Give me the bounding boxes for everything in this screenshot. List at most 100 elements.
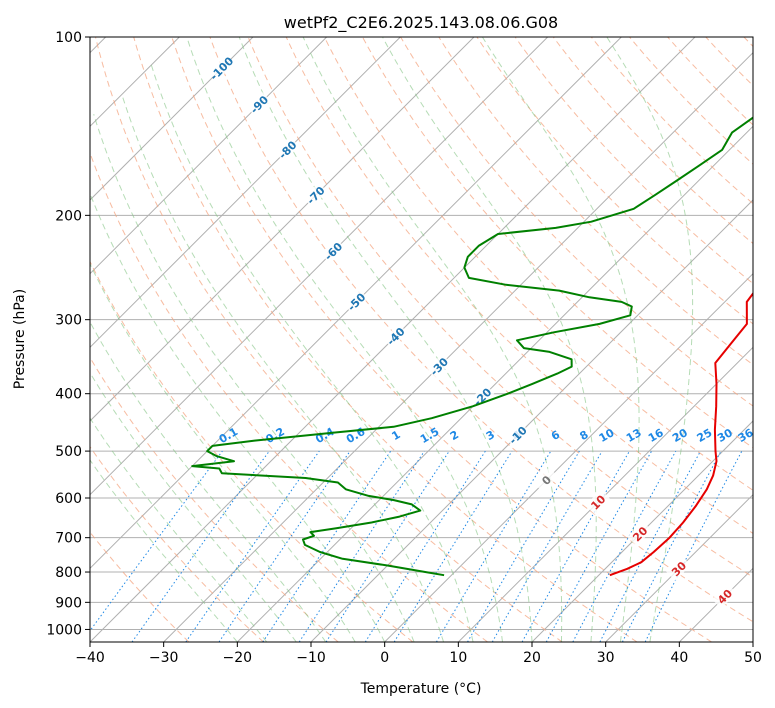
mixing-ratio-label: 13 — [624, 426, 644, 445]
chart-title: wetPf2_C2E6.2025.143.08.06.G08 — [284, 13, 558, 33]
mixing-ratio-line — [325, 450, 450, 642]
dry-adiabat — [90, 151, 488, 642]
dewpoint-line — [191, 116, 753, 577]
mixing-ratio-label: 1 — [390, 428, 403, 443]
isotherm-gridline — [90, 37, 549, 496]
mixing-ratio-label: 8 — [577, 428, 590, 443]
y-tick-label: 900 — [55, 595, 82, 611]
isotherm-label-bg — [246, 91, 272, 117]
moist-adiabat — [90, 192, 386, 642]
isotherm-label-bg — [302, 182, 328, 208]
dry-adiabat — [90, 531, 190, 642]
mixing-ratio-line — [90, 450, 223, 632]
moist-adiabat — [481, 37, 640, 642]
isotherm-label-bg — [533, 467, 559, 493]
mixing-ratio-line — [218, 450, 351, 642]
isotherm-label-bg — [585, 489, 611, 515]
moist-adiabat — [90, 321, 327, 642]
moist-adiabat — [238, 37, 533, 642]
y-tick-label: 600 — [55, 491, 82, 507]
moist-adiabat — [121, 94, 445, 642]
x-tick-label: −30 — [149, 650, 179, 666]
isotherm-label-bg — [666, 556, 691, 581]
isotherm-gridline — [457, 346, 753, 642]
moist-adiabat — [606, 37, 694, 642]
isotherm-gridline — [90, 37, 401, 349]
dry-adiabat — [590, 37, 753, 205]
x-tick-label: 10 — [449, 650, 467, 666]
isotherm-gridline — [384, 272, 753, 642]
y-tick-label: 800 — [55, 565, 82, 581]
isotherm-gridline — [678, 567, 753, 642]
x-tick-label: −20 — [223, 650, 253, 666]
temperature-line — [609, 291, 753, 577]
mixing-ratio-line — [393, 450, 513, 642]
isotherm-label: -100 — [208, 54, 237, 83]
mixing-ratio-label: 0.6 — [344, 425, 368, 446]
isotherm-label-bg — [426, 353, 452, 379]
plot-frame — [89, 36, 754, 643]
dry-adiabat — [362, 37, 753, 449]
dry-adiabat — [90, 260, 414, 642]
mixing-ratio-label: 1.5 — [418, 425, 441, 446]
x-tick-label: 40 — [670, 650, 688, 666]
mixing-ratio-label: 3 — [484, 428, 497, 443]
isotherm-label-bg — [469, 384, 495, 409]
moist-adiabat — [186, 37, 503, 642]
moist-adiabat — [149, 61, 474, 642]
moist-adiabat — [90, 417, 268, 642]
isotherm-gridline — [90, 37, 328, 275]
mixing-ratio-line — [467, 450, 580, 642]
dry-adiabat — [133, 37, 638, 642]
moist-adiabat — [302, 37, 563, 642]
isotherm-gridline — [90, 37, 475, 422]
isotherm-gridline — [90, 37, 254, 201]
y-tick-label: 500 — [55, 444, 82, 460]
y-tick-label: 1000 — [46, 622, 82, 638]
mixing-ratio-label: 36 — [736, 426, 756, 445]
dry-adiabat — [629, 37, 753, 165]
dry-adiabat — [400, 37, 753, 407]
mixing-ratio-label: 10 — [597, 426, 617, 445]
moist-adiabat — [382, 37, 597, 642]
mixing-ratio-line — [185, 450, 320, 642]
isotherm-label-bg — [627, 521, 653, 546]
y-tick-label: 300 — [55, 313, 82, 329]
mixing-ratio-line — [131, 450, 270, 642]
isotherm-gridline — [605, 493, 753, 642]
isotherm-gridline — [90, 37, 622, 570]
mixing-ratio-line — [364, 450, 486, 642]
isotherm-label-bg — [382, 323, 408, 349]
dry-adiabat — [476, 37, 753, 325]
mixing-ratio-label: 20 — [670, 426, 690, 445]
dry-adiabat — [667, 37, 753, 126]
mixing-ratio-label: 16 — [646, 426, 666, 445]
moist-adiabat — [90, 262, 356, 642]
dry-adiabat — [95, 37, 563, 642]
dry-adiabat — [514, 37, 753, 285]
dry-adiabat — [552, 37, 753, 245]
mixing-ratio-label: 6 — [549, 428, 562, 443]
dry-adiabat — [743, 37, 753, 48]
moist-adiabat — [90, 459, 238, 642]
x-tick-label: 50 — [744, 650, 762, 666]
isotherm-gridline — [236, 125, 753, 642]
x-tick-label: −40 — [75, 650, 105, 666]
isotherm-gridline — [310, 199, 753, 642]
x-tick-label: 30 — [597, 650, 615, 666]
y-axis-label: Pressure (hPa) — [12, 289, 28, 389]
profile-series — [191, 116, 753, 577]
isotherm-gridline — [752, 641, 753, 642]
mixing-ratio-label: 25 — [695, 426, 715, 445]
mixing-ratio-line — [599, 450, 701, 642]
isotherm-label-bg — [320, 238, 346, 264]
x-tick-label: 0 — [380, 650, 389, 666]
axes: −40 −30 −20 −10 0 10 20 30 40 5010020030040050060… — [46, 30, 762, 666]
y-tick-label: 200 — [55, 208, 82, 224]
dry-adiabat — [90, 356, 339, 642]
moist-adiabat — [90, 371, 297, 642]
mixing-ratio-line — [572, 450, 677, 642]
isotherm-label-bg — [274, 137, 300, 162]
mixing-ratio-line — [521, 450, 630, 642]
